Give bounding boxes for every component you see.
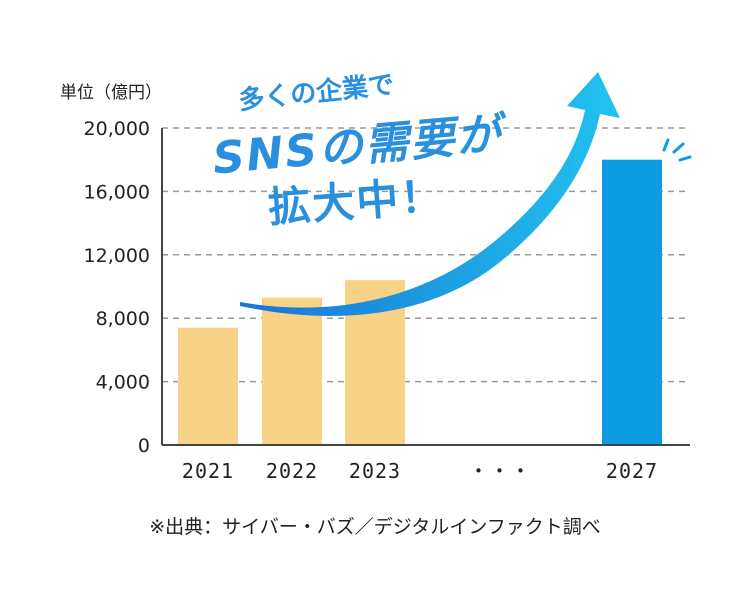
sparkle-icon <box>662 138 692 162</box>
y-tick-label: 8,000 <box>96 308 150 330</box>
bar-2022 <box>262 297 322 445</box>
bar-2027 <box>602 159 662 445</box>
y-tick-label: 20,000 <box>84 118 150 140</box>
x-tick-label: ・・・ <box>469 459 532 483</box>
x-tick-label: 2023 <box>349 459 401 483</box>
x-tick-label: 2022 <box>266 459 318 483</box>
x-tick-label: 2027 <box>606 459 658 483</box>
source-note: ※出典：サイバー・バズ／デジタルインファクト調べ <box>149 516 601 538</box>
headline-line-3: 拡大中！ <box>266 170 446 233</box>
x-tick-label: 2021 <box>182 459 234 483</box>
y-tick-label: 12,000 <box>84 245 150 267</box>
y-tick-label: 16,000 <box>84 181 150 203</box>
y-tick-label: 4,000 <box>96 372 150 394</box>
bar-2021 <box>178 327 238 445</box>
y-axis-unit-label: 単位（億円） <box>60 83 162 103</box>
y-tick-label: 0 <box>138 435 150 457</box>
growth-arrow-icon <box>240 72 620 316</box>
